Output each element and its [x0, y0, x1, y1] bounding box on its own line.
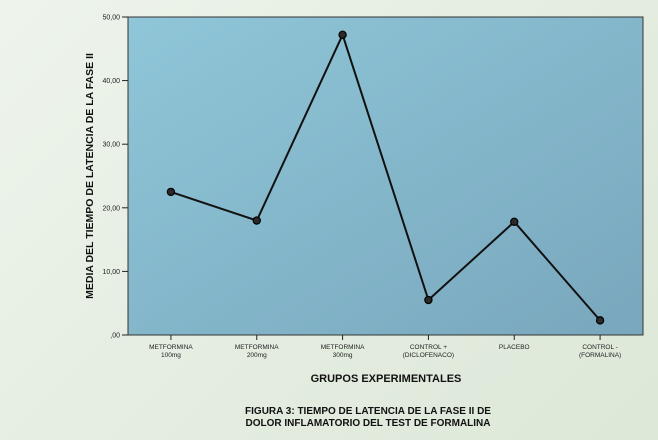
data-point [252, 216, 261, 225]
y-tick-label: 30,00 [102, 142, 120, 149]
x-axis: METFORMINA 100mg METFORMINA 200mg METFORMINA… [149, 335, 621, 359]
data-points [166, 30, 605, 325]
figure-caption-line-1: FIGURA 3: TIEMPO DE LATENCIA DE LA FASE … [245, 406, 491, 417]
y-tick-label: ,00 [110, 333, 120, 340]
data-point [166, 187, 176, 197]
series-line [170, 32, 601, 322]
y-tick-label: 20,00 [102, 205, 120, 212]
data-point [510, 217, 519, 226]
x-tick-label: CONTROL -(FORMALINA) [579, 344, 621, 359]
plot-area [127, 16, 644, 336]
y-axis-title: MEDIA DEL TIEMPO DE LATENCIA DE LA FASE … [84, 53, 96, 299]
y-tick-label: 40,00 [102, 78, 120, 85]
x-tick-label: PLACEBO [499, 344, 530, 351]
data-point [424, 295, 433, 305]
y-tick-label: 50,00 [102, 15, 120, 22]
x-tick-label: METFORMINA 100mg [149, 344, 193, 359]
x-tick-label: CONTROL + (DICLOFENACO) [403, 344, 454, 359]
y-axis: ,00 10,00 20,00 30,00 40,00 50,00 [102, 15, 128, 340]
y-tick-label: 10,00 [102, 269, 120, 276]
data-point [338, 30, 347, 40]
x-tick-label: METFORMINA 200mg [235, 344, 279, 359]
x-tick-label: METFORMINA 300mg [321, 344, 365, 359]
data-point [595, 316, 605, 325]
figure-caption-line-2: DOLOR INFLAMATORIO DEL TEST DE FORMALINA [246, 418, 491, 429]
x-axis-title: GRUPOS EXPERIMENTALES [311, 373, 462, 385]
